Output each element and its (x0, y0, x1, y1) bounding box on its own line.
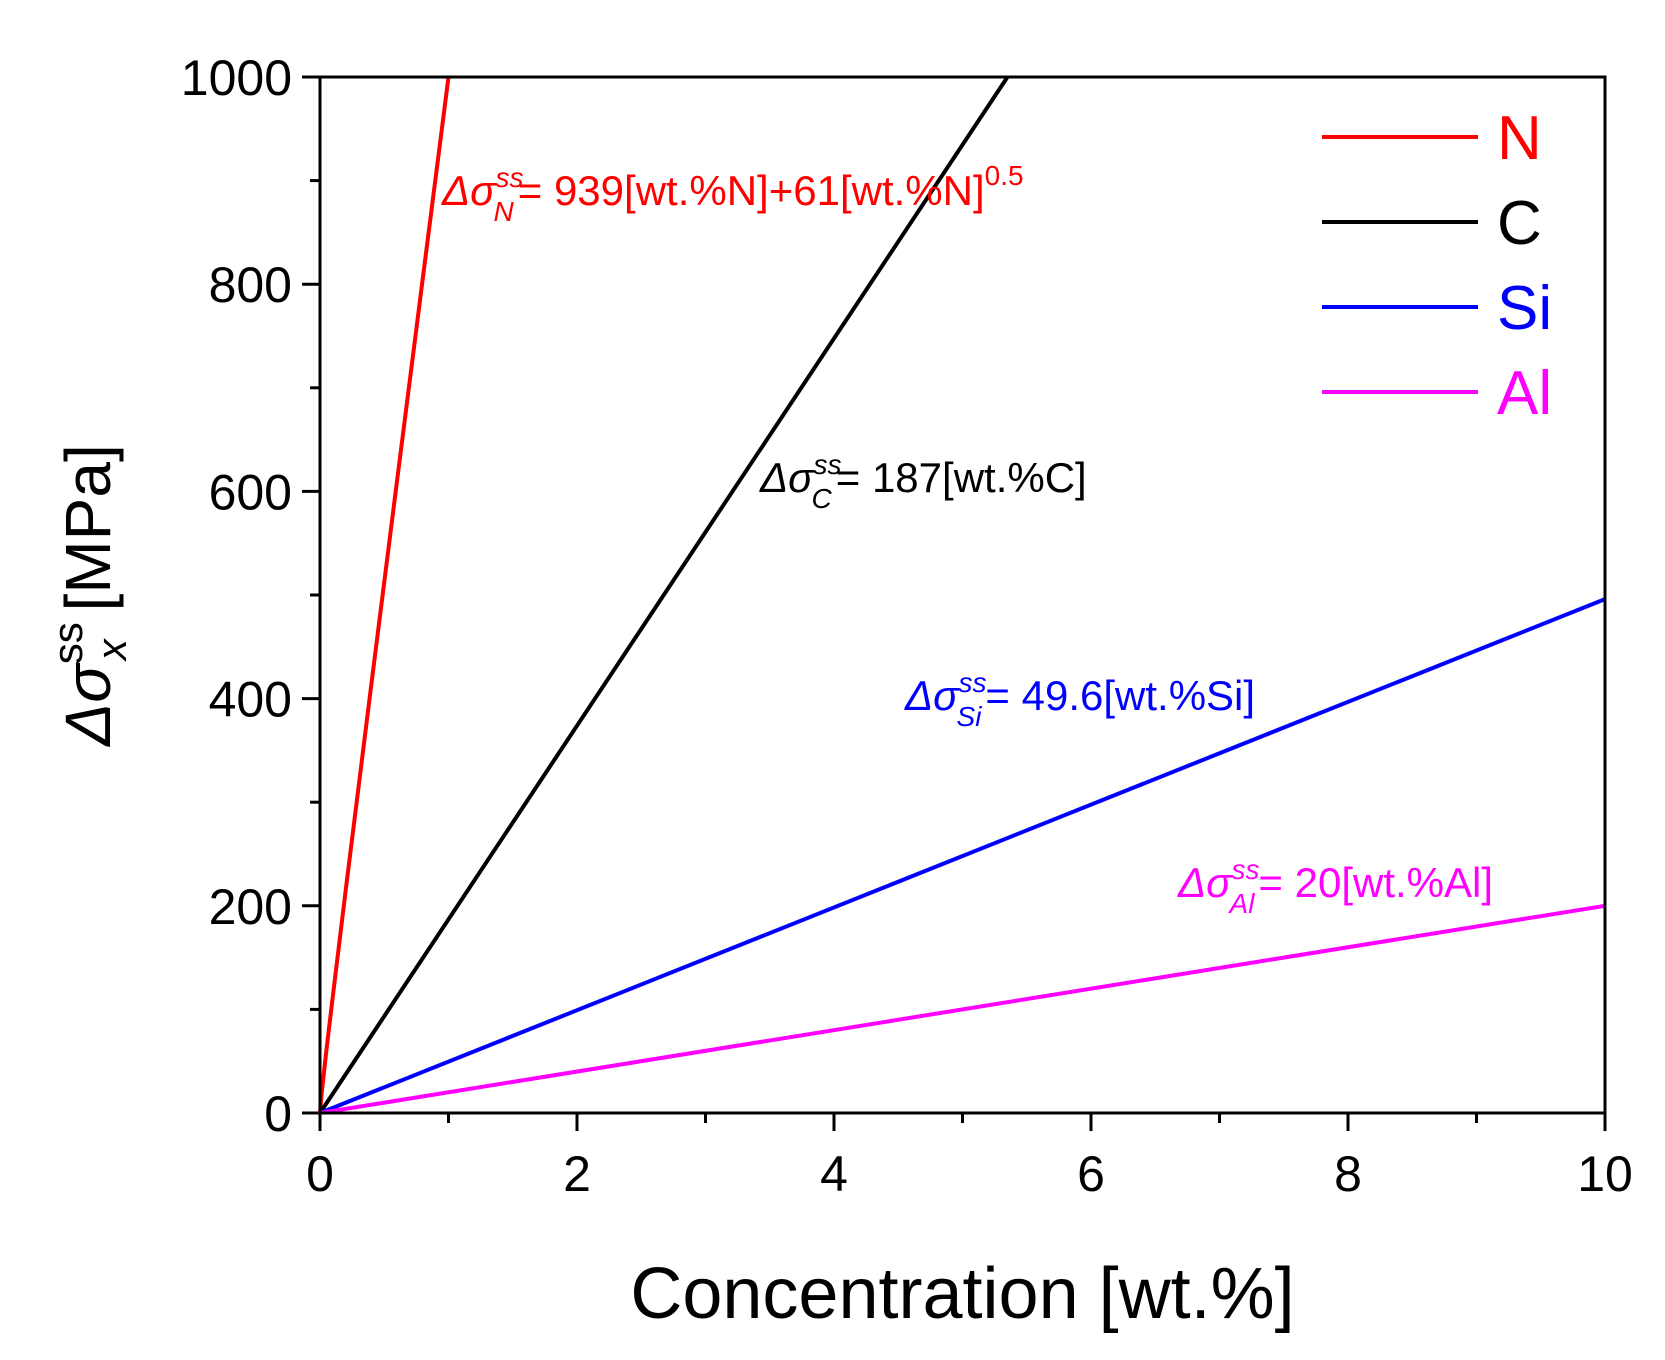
series-line-n (318, 76, 451, 1114)
series-line-si (319, 597, 1606, 1115)
equation-body: = 187[wt.%C] (836, 454, 1087, 501)
tick-labels: 0 2 4 6 8 10 0 200 400 600 800 1000 (181, 50, 1633, 1202)
y-axis-title-superscript: ss (44, 622, 91, 664)
equation-symbol: Δσ (904, 672, 960, 719)
legend: NC Si Al (1322, 104, 1552, 428)
x-tick-label: 10 (1577, 1146, 1633, 1202)
legend-label-c: C (1497, 189, 1542, 258)
y-tick-label: 400 (209, 672, 292, 728)
equation-subscript: C (812, 483, 833, 514)
x-tick-label: 0 (306, 1146, 334, 1202)
x-tick-label: 4 (820, 1146, 848, 1202)
series-line-al (319, 903, 1606, 1115)
equation-body: = 49.6[wt.%Si] (985, 672, 1255, 719)
y-tick-label: 600 (209, 464, 292, 520)
equation-symbol: Δσ (441, 167, 497, 214)
y-tick-label: 200 (209, 879, 292, 935)
y-axis-title-subscript: x (88, 637, 135, 662)
legend-label-al: Al (1497, 359, 1552, 428)
major-ticks (302, 75, 1607, 1131)
equation-subscript: Al (1228, 888, 1256, 919)
y-tick-label: 1000 (181, 50, 292, 106)
equation-superscript: ss (814, 449, 842, 480)
equation-subscript: Si (957, 701, 983, 732)
equation-symbol: Δσ (1177, 859, 1233, 906)
x-tick-label: 8 (1334, 1146, 1362, 1202)
equation-al: Δσss Al= 20[wt.%Al] (1177, 854, 1493, 919)
equation-exponent: 0.5 (985, 160, 1024, 191)
equation-symbol: Δσ (759, 454, 815, 501)
series-line-c (318, 75, 1010, 1115)
y-tick-label: 800 (209, 257, 292, 313)
equation-body: = 939[wt.%N]+61[wt.%N] (518, 167, 985, 214)
minor-ticks (310, 179, 1478, 1123)
legend-label-si: Si (1497, 274, 1552, 343)
y-axis-title: Δσssx [MPa] (44, 444, 135, 747)
y-axis-title-unit: [MPa] (52, 444, 124, 629)
equation-n: Δσss N= 939[wt.%N]+61[wt.%N]0.5 (441, 160, 1024, 227)
equation-superscript: ss (496, 162, 524, 193)
y-tick-label: 0 (264, 1086, 292, 1142)
y-axis-title-symbol: Δσ (52, 662, 124, 748)
x-tick-label: 6 (1077, 1146, 1105, 1202)
equation-c: Δσss C= 187[wt.%C] (759, 449, 1087, 514)
x-tick-label: 2 (563, 1146, 591, 1202)
series-lines (318, 75, 1606, 1115)
x-axis-title: Concentration [wt.%] (630, 1254, 1294, 1334)
equation-body: = 20[wt.%Al] (1258, 859, 1493, 906)
equation-si: Δσss Si= 49.6[wt.%Si] (904, 667, 1255, 732)
equation-subscript: N (494, 196, 515, 227)
equation-superscript: ss (1232, 854, 1260, 885)
plot-frame (318, 75, 1607, 1115)
equation-superscript: ss (959, 667, 987, 698)
legend-label-n: N (1497, 104, 1542, 173)
